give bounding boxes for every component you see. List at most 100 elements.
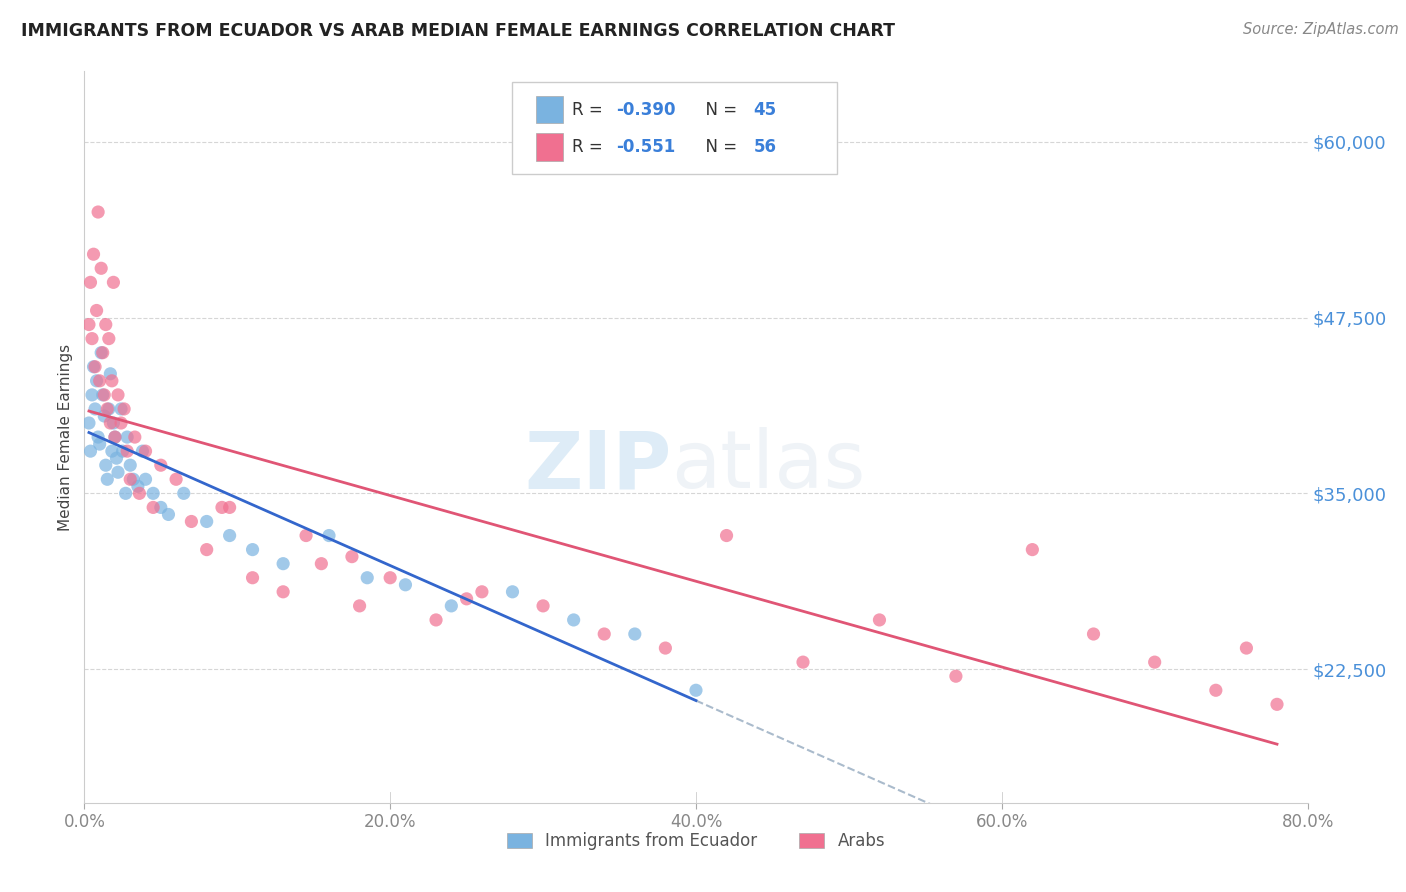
Point [173,486,195,500]
Point [149,458,172,473]
Point [945,669,967,683]
Point [685,683,707,698]
Text: N =: N = [695,101,742,119]
Point [440,599,463,613]
Point [195,542,218,557]
Point [271,584,294,599]
Text: -0.551: -0.551 [616,138,676,156]
Point [83,359,105,374]
Point [114,486,136,500]
Point [1205,683,1227,698]
Point [792,655,814,669]
FancyBboxPatch shape [513,82,837,174]
Point [104,430,127,444]
Point [456,591,478,606]
Text: -0.390: -0.390 [616,101,676,119]
Point [142,500,165,515]
Point [77,416,100,430]
Point [93,409,115,423]
Point [112,401,135,416]
Text: 45: 45 [754,101,776,119]
Point [211,500,233,515]
Point [107,388,129,402]
Point [93,388,115,402]
Point [90,261,112,276]
Point [89,437,111,451]
Point [84,359,107,374]
Point [79,444,101,458]
Point [91,388,114,402]
Point [87,430,110,444]
Point [142,486,165,500]
Point [115,444,138,458]
Point [104,430,127,444]
Point [127,479,149,493]
Point [502,584,524,599]
Point [83,247,105,261]
Point [562,613,585,627]
Point [624,627,647,641]
Y-axis label: Median Female Earnings: Median Female Earnings [58,343,73,531]
Point [94,458,117,473]
Point [89,374,111,388]
Text: 56: 56 [754,138,776,156]
Point [380,571,402,585]
Point [131,444,153,458]
Point [394,578,416,592]
Point [105,451,128,466]
FancyBboxPatch shape [536,134,562,161]
Point [471,584,494,599]
Point [97,401,120,416]
Point [340,549,363,564]
Point [101,444,124,458]
Point [98,367,121,381]
Point [94,318,117,332]
Point [318,528,340,542]
Point [111,444,134,458]
Point [77,318,100,332]
Text: Source: ZipAtlas.com: Source: ZipAtlas.com [1243,22,1399,37]
Point [1021,542,1043,557]
Point [84,401,107,416]
Point [97,332,120,346]
Point [242,542,264,557]
Text: IMMIGRANTS FROM ECUADOR VS ARAB MEDIAN FEMALE EARNINGS CORRELATION CHART: IMMIGRANTS FROM ECUADOR VS ARAB MEDIAN F… [21,22,896,40]
Point [103,276,125,290]
Point [593,627,616,641]
Legend: Immigrants from Ecuador, Arabs: Immigrants from Ecuador, Arabs [501,825,891,856]
Point [1236,641,1258,656]
Point [716,528,738,542]
Point [86,303,108,318]
Point [349,599,371,613]
Point [86,374,108,388]
Point [135,472,157,486]
Point [101,374,124,388]
Point [98,416,121,430]
Point [96,472,118,486]
Point [135,444,157,458]
FancyBboxPatch shape [536,95,562,123]
Point [218,500,240,515]
Point [1083,627,1105,641]
Point [110,416,132,430]
Point [128,486,150,500]
Point [103,416,125,430]
Point [107,465,129,479]
Point [242,571,264,585]
Point [120,458,142,473]
Point [356,571,378,585]
Text: R =: R = [572,101,609,119]
Point [1265,698,1288,712]
Point [157,508,180,522]
Text: atlas: atlas [672,427,866,506]
Point [122,472,145,486]
Point [149,500,172,515]
Text: R =: R = [572,138,609,156]
Point [120,472,142,486]
Point [311,557,333,571]
Text: N =: N = [695,138,742,156]
Point [295,528,318,542]
Point [195,515,218,529]
Point [91,345,114,359]
Point [165,472,187,486]
